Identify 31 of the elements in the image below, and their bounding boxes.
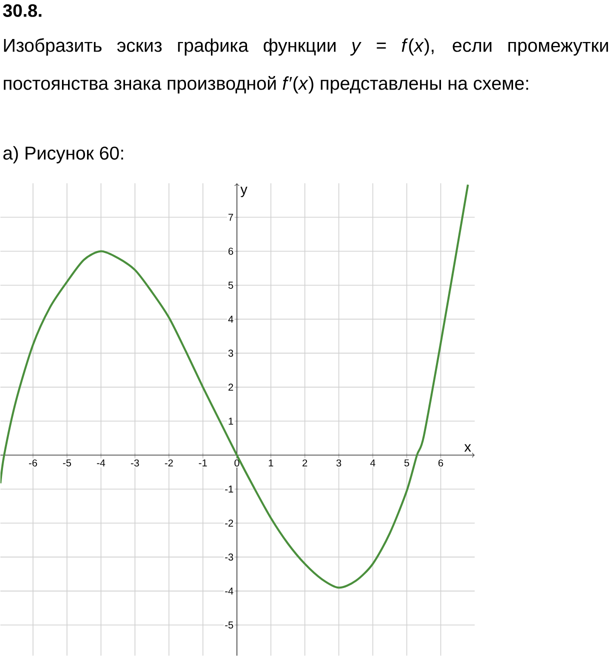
y-tick-label: 2	[228, 384, 234, 391]
x-tick-label: -5	[62, 459, 72, 466]
x-tick-label: -3	[130, 459, 139, 467]
x-tick-label: 1	[268, 459, 274, 466]
x-tick-label: 4	[370, 459, 376, 466]
x-tick-label: 6	[438, 459, 444, 467]
y-axis-title: y	[240, 186, 248, 198]
x-tick-label: 5	[404, 459, 410, 466]
y-tick-label: -4	[225, 588, 234, 594]
x-tick-label: -1	[198, 459, 207, 466]
chart-title: 30.8.	[3, 4, 42, 17]
x-tick-label: 3	[336, 459, 342, 467]
y-tick-label: -5	[225, 622, 234, 629]
x-tick-label: -6	[29, 459, 38, 467]
y-tick-label: -1	[225, 486, 234, 493]
y-tick-label: 6	[228, 248, 234, 255]
x-tick-label: 0	[234, 459, 240, 467]
text: Изобразить эскиз графика функции y = f(x), если промежутки постоянства знака производной f′(x) представлены на схеме:	[4, 38, 608, 94]
x-tick-label: -4	[96, 459, 106, 466]
x-axis-title: x	[464, 444, 472, 452]
x-tick-label: 2	[302, 459, 308, 466]
x-tick-label: -2	[164, 459, 173, 466]
y-tick-label: 1	[228, 418, 234, 425]
y-tick-label: 4	[228, 316, 234, 323]
y-tick-label: -3	[225, 554, 234, 561]
y-tick-label: 3	[228, 350, 234, 357]
line-series	[0, 184, 469, 589]
y-tick-label: 7	[228, 214, 234, 221]
text: а) Рисунок 60:	[3, 146, 124, 164]
y-tick-label: 5	[228, 282, 234, 289]
y-tick-label: -2	[225, 520, 234, 527]
